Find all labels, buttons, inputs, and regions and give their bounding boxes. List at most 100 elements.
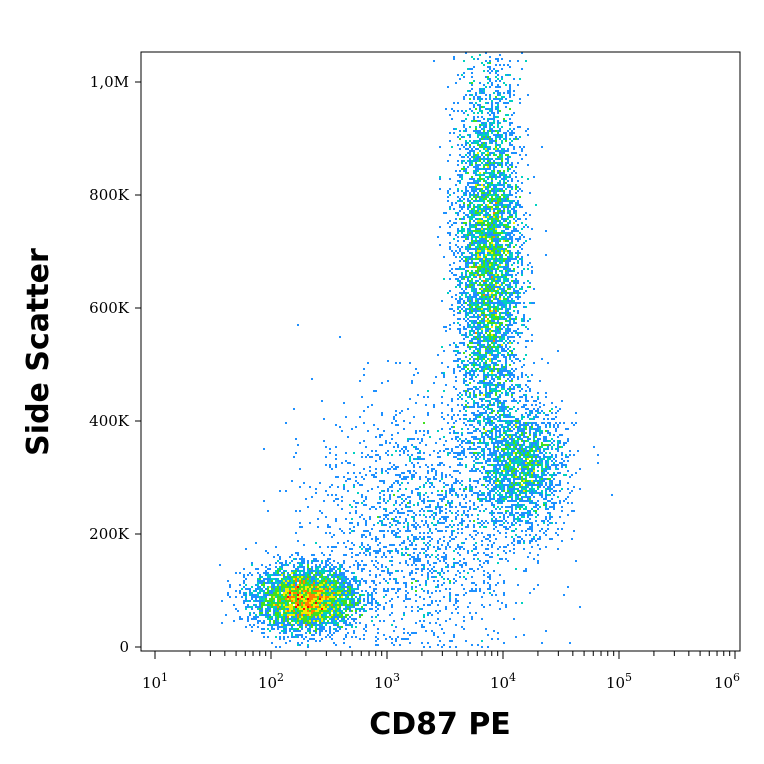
event-dot [481, 400, 483, 402]
event-dot [481, 484, 483, 486]
event-dot [361, 496, 363, 498]
event-dot [517, 202, 519, 204]
event-dot [499, 294, 501, 296]
event-dot [491, 172, 493, 174]
event-dot [475, 316, 477, 318]
event-dot [463, 440, 465, 442]
event-dot [469, 432, 471, 434]
event-dot [521, 388, 523, 390]
event-dot [469, 304, 471, 306]
event-dot [501, 478, 503, 480]
event-dot [479, 96, 481, 98]
event-dot [517, 426, 519, 428]
event-dot [507, 160, 509, 162]
event-dot [407, 502, 409, 504]
event-dot [485, 368, 487, 370]
event-dot [511, 242, 513, 244]
event-dot [513, 292, 515, 294]
event-dot [529, 442, 531, 444]
event-dot [465, 488, 467, 490]
event-dot [495, 280, 497, 282]
event-dot [473, 354, 475, 356]
event-dot [459, 438, 461, 440]
event-dot [483, 288, 485, 290]
event-dot [437, 452, 439, 454]
event-dot [427, 390, 429, 392]
event-dot [507, 296, 509, 298]
event-dot [507, 156, 509, 158]
event-dot [467, 406, 469, 408]
event-dot [533, 454, 535, 456]
event-dot [523, 364, 525, 366]
event-dot [523, 440, 525, 442]
event-dot [541, 480, 543, 482]
event-dot [411, 454, 413, 456]
event-dot [475, 172, 477, 174]
event-dot [475, 162, 477, 164]
event-dot [407, 476, 409, 478]
event-dot [487, 368, 489, 370]
event-dot [497, 268, 499, 270]
event-dot [503, 478, 505, 480]
event-dot [539, 412, 541, 414]
event-dot [463, 360, 465, 362]
event-dot [479, 338, 481, 340]
event-dot [359, 416, 361, 418]
event-dot [479, 276, 481, 278]
event-dot [485, 286, 487, 288]
event-dot [371, 404, 373, 406]
event-dot [497, 170, 499, 172]
event-dot [491, 330, 493, 332]
event-dot [539, 426, 541, 428]
event-dot [513, 210, 515, 212]
event-dot [523, 146, 525, 148]
event-dot [499, 488, 501, 490]
event-dot [327, 494, 329, 496]
event-dot [475, 368, 477, 370]
event-dot [491, 202, 493, 204]
event-dot [541, 464, 543, 466]
event-dot [523, 482, 525, 484]
event-dot [495, 194, 497, 196]
event-dot [379, 480, 381, 482]
event-dot [479, 322, 481, 324]
event-dot [507, 314, 509, 316]
event-dot [471, 326, 473, 328]
event-dot [443, 496, 445, 498]
event-dot [369, 456, 371, 458]
event-dot [501, 212, 503, 214]
event-dot [499, 122, 501, 124]
event-dot [511, 194, 513, 196]
event-dot [495, 336, 497, 338]
event-dot [425, 482, 427, 484]
event-dot [325, 456, 327, 458]
event-dot [513, 222, 515, 224]
event-dot [537, 454, 539, 456]
event-dot [479, 206, 481, 208]
event-dot [515, 322, 517, 324]
event-dot [491, 244, 493, 246]
event-dot [487, 418, 489, 420]
event-dot [503, 180, 505, 182]
event-dot [421, 500, 423, 502]
event-dot [457, 300, 459, 302]
event-dot [501, 488, 503, 490]
event-dot [509, 216, 511, 218]
event-dot [499, 472, 501, 474]
event-dot [437, 490, 439, 492]
event-dot [487, 302, 489, 304]
event-dot [509, 468, 511, 470]
event-dot [553, 458, 555, 460]
event-dot [491, 294, 493, 296]
event-dot [461, 308, 463, 310]
event-dot [475, 164, 477, 166]
event-dot [509, 156, 511, 158]
event-dot [497, 330, 499, 332]
event-dot [451, 268, 453, 270]
event-dot [497, 484, 499, 486]
event-dot [505, 484, 507, 486]
event-dot [417, 452, 419, 454]
event-dot [453, 360, 455, 362]
event-dot [555, 502, 557, 504]
event-dot [513, 462, 515, 464]
